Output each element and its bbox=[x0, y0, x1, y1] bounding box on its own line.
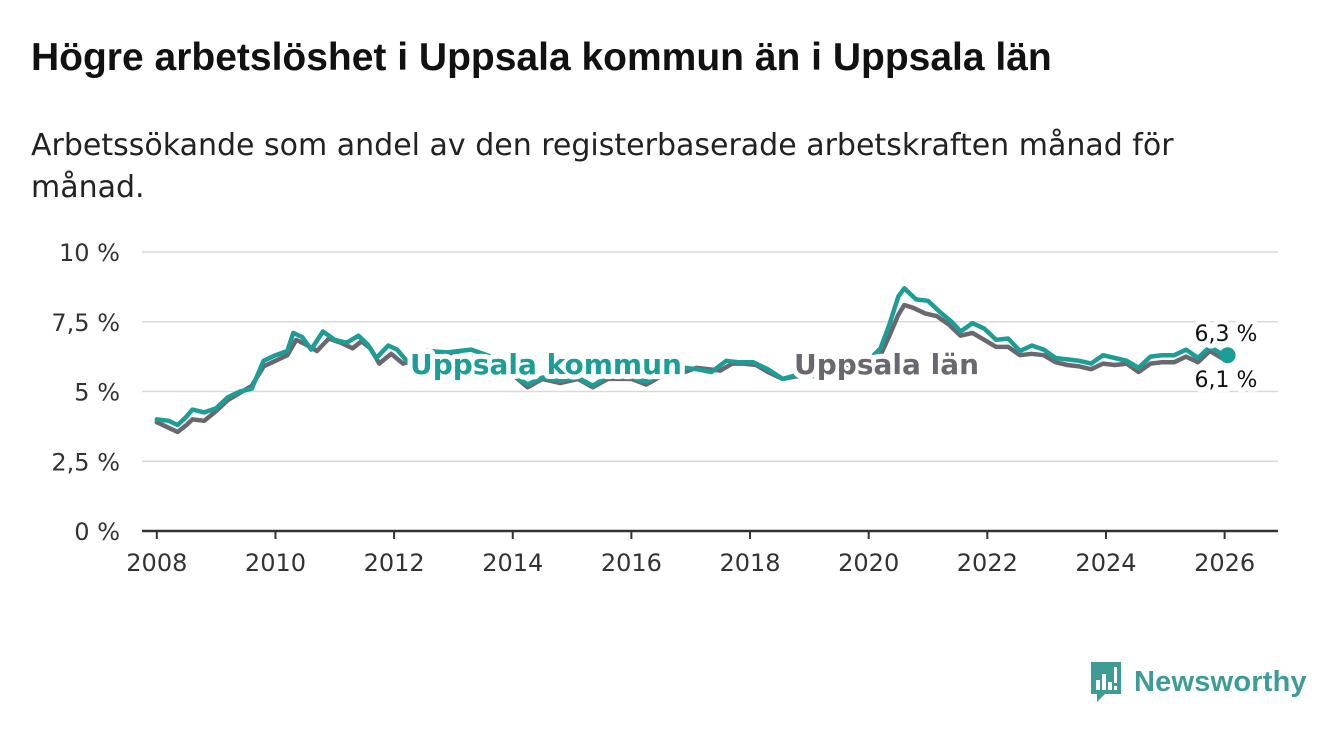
y-axis-ticks: 0 % 2,5 % 5 % 7,5 % 10 % bbox=[51, 239, 120, 546]
series-label-uppsala-lan: Uppsala län bbox=[794, 348, 979, 381]
x-tick-label: 2020 bbox=[838, 549, 899, 577]
series-lines bbox=[154, 286, 1236, 435]
x-tick-label: 2008 bbox=[126, 549, 187, 577]
x-tick-label: 2026 bbox=[1194, 549, 1255, 577]
x-tick-label: 2016 bbox=[601, 549, 662, 577]
y-tick-label: 10 % bbox=[59, 239, 120, 267]
series-labels: Uppsala kommun Uppsala län 6,3 % 6,1 % bbox=[405, 317, 1262, 398]
x-axis: 2008 2010 2012 2014 2016 2018 2020 2022 2024 2026 bbox=[126, 529, 1278, 577]
end-value-uppsala-kommun: 6,3 % bbox=[1195, 322, 1258, 347]
chart-subtitle: Arbetssökande som andel av den registerb… bbox=[31, 128, 1174, 205]
y-tick-label: 2,5 % bbox=[51, 448, 120, 476]
gridlines bbox=[142, 251, 1278, 462]
brand-name: Newsworthy bbox=[1134, 665, 1307, 698]
y-tick-label: 5 % bbox=[74, 379, 120, 407]
chart-title: Högre arbetslöshet i Uppsala kommun än i… bbox=[31, 36, 1052, 79]
y-tick-label: 7,5 % bbox=[51, 309, 120, 337]
x-tick-label: 2014 bbox=[482, 549, 543, 577]
series-line-uppsala-kommun bbox=[154, 286, 1230, 428]
x-tick-label: 2018 bbox=[720, 549, 781, 577]
x-tick-label: 2010 bbox=[245, 549, 306, 577]
x-tick-label: 2024 bbox=[1075, 549, 1136, 577]
end-value-uppsala-lan: 6,1 % bbox=[1195, 368, 1258, 393]
bar-chart-speech-bubble-icon bbox=[1091, 662, 1121, 702]
newsworthy-logo: Newsworthy bbox=[1088, 660, 1307, 704]
y-tick-label: 0 % bbox=[74, 518, 120, 546]
x-tick-label: 2022 bbox=[957, 549, 1018, 577]
x-tick-label: 2012 bbox=[364, 549, 425, 577]
end-marker bbox=[1219, 347, 1236, 364]
series-label-uppsala-kommun: Uppsala kommun bbox=[410, 348, 682, 381]
